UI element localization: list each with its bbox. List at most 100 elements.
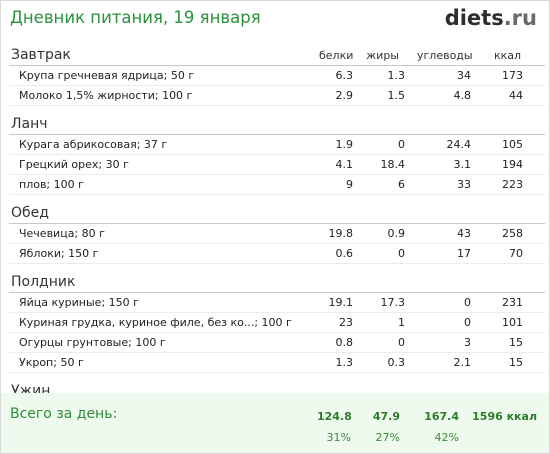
food-kcal: 173 xyxy=(502,69,523,82)
food-kcal: 105 xyxy=(502,138,523,151)
section-divider xyxy=(9,223,545,224)
food-row[interactable]: плов; 100 г 9 6 33 223 xyxy=(9,175,545,195)
section-divider xyxy=(9,292,545,293)
food-kcal: 258 xyxy=(502,227,523,240)
food-row[interactable]: Крупа гречневая ядрица; 50 г 6.3 1.3 34 173 xyxy=(9,66,545,86)
meal-section-header: Обед xyxy=(7,201,547,223)
page-title: Дневник питания, 19 января xyxy=(10,8,261,27)
food-carbs: 43 xyxy=(457,227,471,240)
logo-suffix: .ru xyxy=(503,6,537,30)
food-row[interactable]: Чечевица; 80 г 19.8 0.9 43 258 xyxy=(9,224,545,244)
food-name: Чечевица; 80 г xyxy=(19,227,105,240)
food-protein: 0.8 xyxy=(335,336,354,349)
food-name: Крупа гречневая ядрица; 50 г xyxy=(19,69,195,82)
carbs-percent: 42% xyxy=(434,431,459,444)
column-header-kcal: ккал xyxy=(493,49,521,62)
food-name: Яблоки; 150 г xyxy=(19,247,99,260)
food-kcal: 194 xyxy=(502,158,523,171)
food-fat: 0.3 xyxy=(387,356,406,369)
column-header-carbs: углеводы xyxy=(417,49,473,62)
food-row[interactable]: Яблоки; 150 г 0.6 0 17 70 xyxy=(9,244,545,264)
food-fat: 1.3 xyxy=(387,69,406,82)
food-protein: 9 xyxy=(346,178,353,191)
meals-table: Завтрак белки жиры углеводы ккал Крупа гречне… xyxy=(7,43,547,428)
food-fat: 6 xyxy=(398,178,405,191)
food-name: Грецкий орех; 30 г xyxy=(19,158,129,171)
food-carbs: 3.1 xyxy=(453,158,472,171)
food-carbs: 4.8 xyxy=(453,89,472,102)
logo-main: diets xyxy=(444,6,504,30)
meal-section: Полдник Яйца куриные; 150 г 19.1 17.3 0 231 Ку… xyxy=(7,270,547,379)
food-fat: 0 xyxy=(398,336,405,349)
total-carbs: 167.4 xyxy=(424,410,459,423)
food-fat: 0.9 xyxy=(387,227,406,240)
meal-section: Ланч Курага абрикосовая; 37 г 1.9 0 24.4 105 Г… xyxy=(7,112,547,201)
meal-title: Обед xyxy=(11,205,49,221)
food-name: Укроп; 50 г xyxy=(19,356,84,369)
meal-title: Ланч xyxy=(11,116,48,132)
meal-section-header: Полдник xyxy=(7,270,547,292)
food-row[interactable]: Куриная грудка, куриное филе, без ко...;… xyxy=(9,313,545,333)
site-logo[interactable]: diets.ru xyxy=(445,6,537,30)
food-row[interactable]: Огурцы грунтовые; 100 г 0.8 0 3 15 xyxy=(9,333,545,353)
meal-section-header: Ланч xyxy=(7,112,547,134)
food-kcal: 223 xyxy=(502,178,523,191)
total-protein: 124.8 xyxy=(317,410,352,423)
food-name: плов; 100 г xyxy=(19,178,84,191)
meal-title: Завтрак xyxy=(11,47,71,63)
column-header-fat: жиры xyxy=(366,49,399,62)
food-row[interactable]: Яйца куриные; 150 г 19.1 17.3 0 231 xyxy=(9,293,545,313)
food-carbs: 2.1 xyxy=(453,356,472,369)
food-kcal: 15 xyxy=(509,336,523,349)
food-kcal: 101 xyxy=(502,316,523,329)
food-fat: 1 xyxy=(398,316,405,329)
food-row[interactable]: Курага абрикосовая; 37 г 1.9 0 24.4 105 xyxy=(9,135,545,155)
food-protein: 19.8 xyxy=(328,227,354,240)
food-row[interactable]: Грецкий орех; 30 г 4.1 18.4 3.1 194 xyxy=(9,155,545,175)
food-carbs: 17 xyxy=(457,247,471,260)
food-protein: 4.1 xyxy=(335,158,354,171)
meal-section: Завтрак белки жиры углеводы ккал Крупа гречне… xyxy=(7,43,547,112)
meal-title: Полдник xyxy=(11,274,76,290)
fat-percent: 27% xyxy=(375,431,400,444)
food-fat: 0 xyxy=(398,138,405,151)
food-protein: 2.9 xyxy=(335,89,354,102)
food-kcal: 231 xyxy=(502,296,523,309)
meal-section-header: Завтрак белки жиры углеводы ккал xyxy=(7,43,547,65)
food-row[interactable]: Укроп; 50 г 1.3 0.3 2.1 15 xyxy=(9,353,545,373)
totals-label: Всего за день: xyxy=(10,406,118,422)
daily-totals: Всего за день: 124.8 47.9 167.4 1596 кка… xyxy=(1,393,549,453)
food-fat: 17.3 xyxy=(380,296,406,309)
food-protein: 23 xyxy=(339,316,353,329)
protein-percent: 31% xyxy=(326,431,351,444)
food-protein: 1.9 xyxy=(335,138,354,151)
food-kcal: 70 xyxy=(509,247,523,260)
food-carbs: 0 xyxy=(464,316,471,329)
food-name: Куриная грудка, куриное филе, без ко...;… xyxy=(19,316,292,329)
total-kcal: 1596 ккал xyxy=(472,410,537,423)
header: Дневник питания, 19 января diets.ru xyxy=(1,1,549,37)
food-protein: 0.6 xyxy=(335,247,354,260)
food-fat: 1.5 xyxy=(387,89,406,102)
meal-section: Обед Чечевица; 80 г 19.8 0.9 43 258 Яблоки; 15… xyxy=(7,201,547,270)
food-name: Молоко 1,5% жирности; 100 г xyxy=(19,89,193,102)
food-name: Курага абрикосовая; 37 г xyxy=(19,138,168,151)
section-divider xyxy=(9,65,545,66)
food-fat: 0 xyxy=(398,247,405,260)
food-carbs: 3 xyxy=(464,336,471,349)
total-fat: 47.9 xyxy=(372,410,400,423)
food-protein: 1.3 xyxy=(335,356,354,369)
food-name: Яйца куриные; 150 г xyxy=(19,296,139,309)
food-carbs: 33 xyxy=(457,178,471,191)
food-carbs: 24.4 xyxy=(446,138,472,151)
food-row[interactable]: Молоко 1,5% жирности; 100 г 2.9 1.5 4.8 44 xyxy=(9,86,545,106)
food-kcal: 44 xyxy=(509,89,523,102)
section-divider xyxy=(9,134,545,135)
food-name: Огурцы грунтовые; 100 г xyxy=(19,336,166,349)
food-fat: 18.4 xyxy=(380,158,406,171)
food-protein: 19.1 xyxy=(328,296,354,309)
food-carbs: 34 xyxy=(457,69,471,82)
food-protein: 6.3 xyxy=(335,69,354,82)
food-carbs: 0 xyxy=(464,296,471,309)
